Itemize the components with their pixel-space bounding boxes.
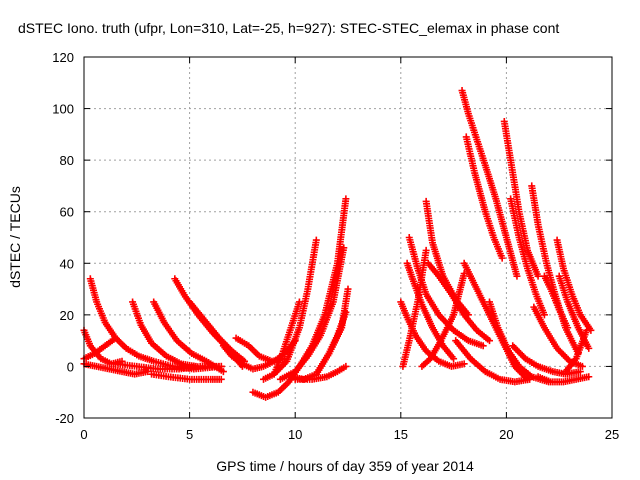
series-track-15 [270, 236, 320, 378]
data-point [576, 368, 584, 376]
y-tick-label: 100 [52, 102, 74, 117]
data-point [578, 362, 586, 370]
series-track-14 [260, 298, 303, 383]
data-point [295, 298, 303, 306]
y-tick-label: 40 [60, 256, 74, 271]
data-point [513, 272, 521, 280]
data-points [80, 87, 595, 401]
series-track-30 [500, 117, 542, 280]
data-point [143, 368, 151, 376]
series-track-10 [112, 360, 225, 373]
data-point [534, 272, 542, 280]
data-point [342, 308, 350, 316]
data-point [526, 375, 534, 383]
data-point [422, 246, 430, 254]
y-tick-label: 0 [67, 359, 74, 374]
data-point [340, 244, 348, 252]
chart-title: dSTEC Iono. truth (ufpr, Lon=310, Lat=-2… [18, 20, 559, 36]
series-track-31 [507, 195, 548, 319]
series-track-27 [458, 87, 521, 280]
y-tick-label: 80 [60, 153, 74, 168]
y-tick-label: 60 [60, 205, 74, 220]
data-point [564, 324, 572, 332]
series-track-35 [540, 272, 572, 332]
data-point [479, 342, 487, 350]
data-point [486, 337, 494, 345]
y-tick-label: 20 [60, 308, 74, 323]
plot-frame [83, 56, 613, 419]
data-point [585, 344, 593, 352]
y-axis-label: dSTEC / TECUs [7, 186, 23, 288]
series-track-12 [232, 334, 289, 365]
data-point [498, 254, 506, 262]
series-track-32 [486, 298, 553, 386]
series-track-39 [562, 326, 591, 376]
y-tick-label: -20 [55, 411, 74, 426]
data-point [460, 360, 468, 368]
data-point [217, 362, 225, 370]
data-point [344, 285, 352, 293]
series-track-40 [452, 337, 534, 386]
data-point [342, 362, 350, 370]
series-track-38 [534, 373, 593, 386]
data-point [583, 326, 591, 334]
data-point [585, 373, 593, 381]
series-track-6 [150, 298, 227, 376]
series-track-16 [276, 244, 348, 383]
x-tick-label: 25 [605, 427, 619, 442]
series-track-25 [418, 270, 468, 370]
x-axis-label: GPS time / hours of day 359 of year 2014 [216, 458, 474, 474]
y-tick-label: 120 [52, 50, 74, 65]
x-tick-label: 0 [80, 427, 87, 442]
series-track-28 [462, 133, 506, 262]
series-track-41 [509, 342, 584, 378]
series-track-19 [312, 308, 350, 378]
x-tick-label: 20 [499, 427, 513, 442]
data-point [217, 375, 225, 383]
x-tick-label: 15 [394, 427, 408, 442]
data-point [540, 311, 548, 319]
ticks: 0 5 10 15 20 25 -20 0 20 40 60 80 100 120 [52, 50, 619, 442]
data-point [219, 368, 227, 376]
series-track-8 [186, 298, 249, 365]
data-point [312, 236, 320, 244]
data-point [450, 355, 458, 363]
series-track-18 [291, 362, 350, 383]
series-track-9 [148, 370, 225, 383]
series-track-3 [80, 360, 151, 378]
data-point [342, 195, 350, 203]
series-track-26 [424, 259, 494, 345]
x-tick-label: 10 [288, 427, 302, 442]
x-tick-label: 5 [186, 427, 193, 442]
